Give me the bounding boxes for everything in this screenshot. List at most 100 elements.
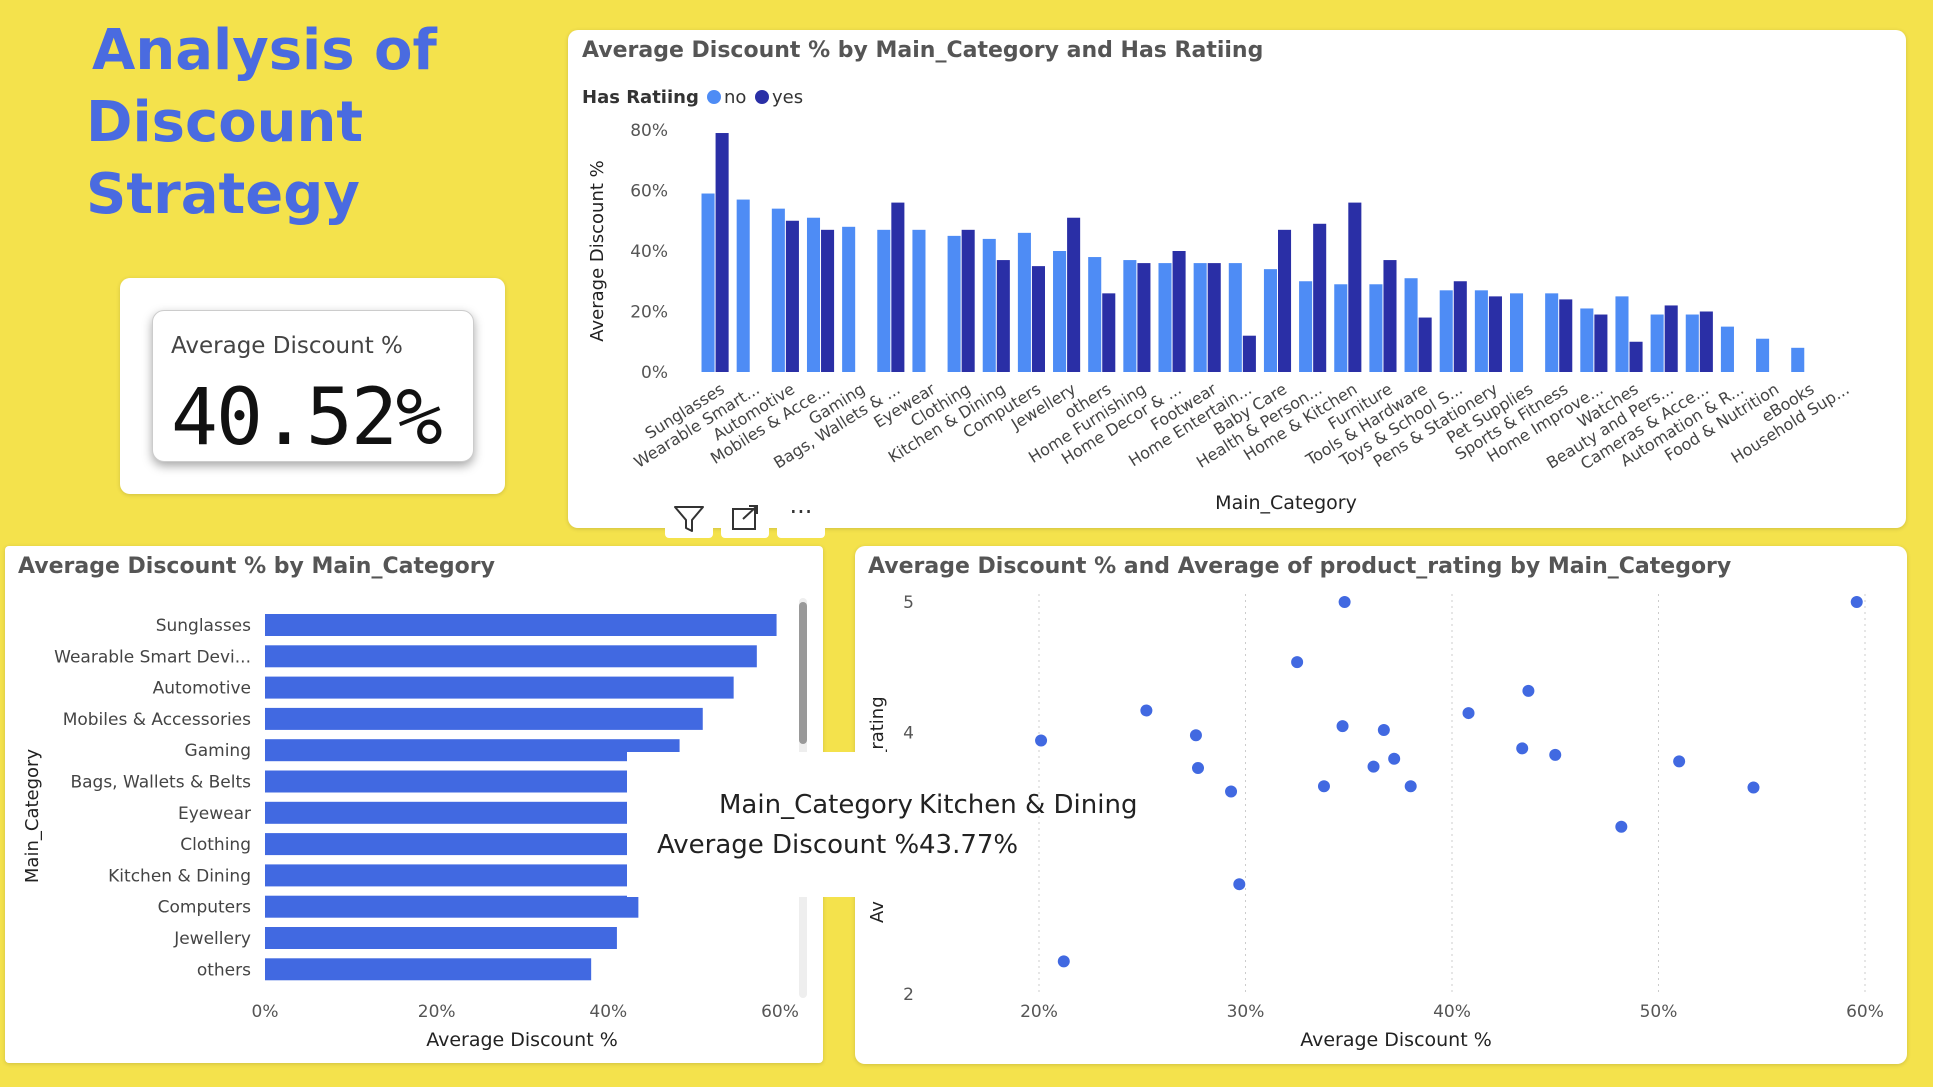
scatter-point [1316,779,1331,794]
y-tick-label: Eyewear [178,804,251,824]
bar-no [1263,269,1277,372]
bar-no [1228,263,1242,372]
bar [265,739,680,762]
y-tick-label: Sunglasses [156,616,251,636]
bar-no [1123,260,1137,372]
y-tick-label: Gaming [185,741,251,761]
scatter-point [1376,723,1391,738]
bar-yes [1664,305,1678,372]
bar-no [1088,257,1102,372]
y-tick-label: 20% [630,303,668,323]
bar-no [1369,284,1383,372]
bar-yes [1102,293,1116,372]
bar-no [1053,251,1067,372]
bar-yes [1207,263,1221,372]
chart-title: Average Discount % by Main_Category and … [582,38,1264,63]
bar [265,833,657,856]
bar-no [1439,290,1453,372]
scatter-point [1290,655,1305,670]
bar-no [1017,232,1031,372]
filter-button[interactable] [665,498,713,538]
y-tick-label: 60% [630,182,668,202]
focus-mode-button[interactable] [721,498,769,538]
horizontal-bar-chart: Sunglasses Wearable Smart Devi... Automoti… [22,598,807,1051]
tooltip-value-1: Kitchen & Dining [919,790,1138,820]
y-tick-label: 40% [630,242,668,262]
y-tick-label: others [197,960,251,980]
bar-yes [1559,299,1573,372]
legend-marker-yes [755,90,769,104]
y-tick-label: Bags, Wallets & Belts [70,773,251,793]
legend-title: Has Ratiing [582,87,699,108]
kpi-card[interactable]: Average Discount % 40.52% [152,310,474,463]
filter-icon [674,506,704,532]
bar-no [947,235,961,372]
bar-yes [1278,229,1292,372]
x-tick-label: 40% [1433,1002,1471,1022]
bar-yes [821,229,835,372]
x-tick-label: 20% [418,1002,456,1022]
y-tick-label: Mobiles & Accessories [63,710,251,730]
x-tick-label: 40% [589,1002,627,1022]
bar-no [1545,293,1559,372]
bar-yes [1242,335,1256,372]
x-tick-label: 30% [1227,1002,1265,1022]
scatter-point [1191,760,1206,775]
bar [265,864,641,887]
scatter-point [1337,595,1352,609]
scatter-point [1746,780,1761,795]
bar-yes [961,229,975,372]
bar-yes [1313,223,1327,372]
bar [265,614,777,636]
scatter-point [1521,683,1536,698]
y-tick-label: 80% [630,121,668,141]
bar-no [1580,308,1594,372]
scatter-point [1366,759,1381,774]
bar [265,676,734,699]
y-tick-label: 4 [903,724,914,744]
bar-no [1193,263,1207,372]
scatter-point [1139,703,1154,718]
bar-no [1404,278,1418,372]
tooltip: Main_Category Kitchen & Dining Average D… [627,752,1137,897]
tooltip-value-2: 43.77% [919,830,1019,860]
more-options-button[interactable]: ··· [777,498,825,538]
x-axis-title: Main_Category [1215,492,1357,514]
kpi-value: 40.52% [171,373,443,463]
scatter-point [1034,733,1049,748]
scatter-point [1849,595,1864,609]
bar-yes [1453,281,1467,372]
background-strip [0,1078,1933,1087]
bar-no [736,199,750,372]
more-options-icon: ··· [789,498,813,526]
y-tick-label: Jewellery [173,929,251,949]
scatter-chart-card[interactable]: Average Discount % and Average of produc… [855,546,1907,1064]
bar-no [1720,326,1734,372]
scatter-point [1387,751,1402,766]
bar [265,895,639,918]
y-tick-label: Clothing [180,835,251,855]
scatter-point [1232,877,1247,892]
bar-no [806,217,821,372]
page-title-line-1: Analysis of [92,18,437,83]
bar-no [1158,263,1172,372]
x-tick-label: 60% [1846,1002,1884,1022]
legend-label-yes: yes [772,87,803,108]
bar [265,707,703,730]
y-axis-title: Main_Category [22,749,43,884]
bar-no [701,193,715,372]
tooltip-label-2: Average Discount % [657,830,920,860]
bar-no [1756,338,1770,372]
bar-yes [1418,317,1432,372]
clustered-column-chart: Has Ratiing no yes 0% 20% 40% 60% 80% Average Di… [582,87,1853,514]
bar-no [912,229,926,372]
bar-yes [785,220,799,372]
legend-label-no: no [724,87,746,108]
visual-header-toolbar: ··· [665,498,825,540]
y-axis-title-fragment: Av [867,901,888,923]
bar [265,645,757,668]
clustered-column-chart-card[interactable]: Average Discount % by Main_Category and … [568,30,1906,528]
bar-no [1650,314,1664,372]
bar-no [1474,290,1488,372]
